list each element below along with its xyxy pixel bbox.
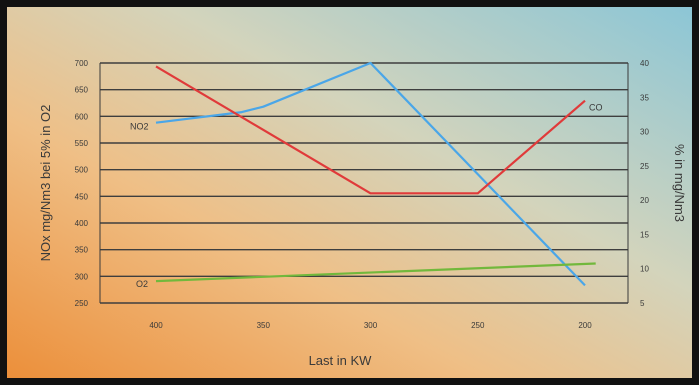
- left-y-tick-label: 500: [75, 166, 89, 175]
- right-y-tick-label: 15: [640, 230, 649, 239]
- x-tick-label: 350: [257, 321, 271, 330]
- series-label-co: CO: [589, 103, 603, 113]
- series-label-no2: NO2: [130, 122, 149, 132]
- series-labels: NO2 CO O2: [130, 103, 603, 289]
- x-tick-label: 200: [578, 321, 592, 330]
- left-y-tick-label: 400: [75, 219, 89, 228]
- chart-background: [7, 7, 692, 378]
- left-y-tick-label: 700: [75, 59, 89, 68]
- series-line-o2: [155, 262, 596, 283]
- right-y-tick-label: 10: [640, 265, 649, 274]
- series-label-o2: O2: [136, 279, 148, 289]
- x-tick-label: 300: [364, 321, 378, 330]
- right-y-tick-label: 5: [640, 299, 645, 308]
- right-y-tick-label: 30: [640, 128, 649, 137]
- series-line-co: [155, 65, 586, 195]
- x-tick-labels: 400 350 300 250 200: [149, 321, 592, 330]
- right-y-tick-labels: 40 35 30 25 20 15 10 5: [640, 59, 649, 308]
- x-axis-title: Last in KW: [309, 353, 373, 368]
- x-tick-label: 400: [149, 321, 163, 330]
- series-line-no2: [155, 61, 586, 287]
- right-y-tick-label: 40: [640, 59, 649, 68]
- left-y-tick-labels: 700 650 600 550 500 450 400 350 300 250: [75, 59, 89, 308]
- series-lines: [155, 61, 596, 287]
- left-y-tick-label: 250: [75, 299, 89, 308]
- left-y-tick-label: 600: [75, 112, 89, 121]
- right-y-tick-label: 20: [640, 196, 649, 205]
- right-y-axis-title: % in mg/Nm3: [672, 144, 687, 222]
- right-y-tick-label: 35: [640, 93, 649, 102]
- left-y-tick-label: 300: [75, 272, 89, 281]
- left-y-tick-label: 450: [75, 192, 89, 201]
- left-y-axis-title: NOx mg/Nm3 bei 5% in O2: [38, 105, 53, 262]
- x-tick-label: 250: [471, 321, 485, 330]
- left-y-tick-label: 650: [75, 86, 89, 95]
- left-y-tick-label: 350: [75, 246, 89, 255]
- left-y-tick-label: 550: [75, 139, 89, 148]
- grid-lines: [100, 62, 628, 304]
- right-y-tick-label: 25: [640, 162, 649, 171]
